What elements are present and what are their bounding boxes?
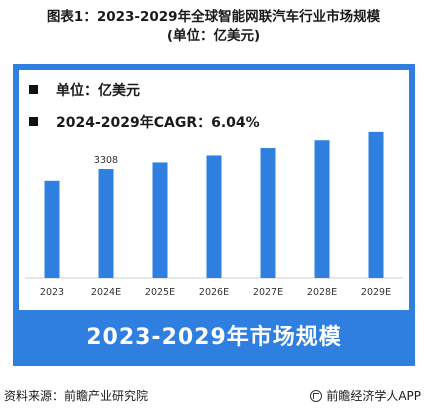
brand-credit: 前瞻经济学人APP	[310, 387, 421, 404]
x-tick-label: 2024E	[91, 287, 121, 298]
bar-2023	[44, 180, 60, 278]
legend-cagr: 2024-2029年CAGR：6.04%	[29, 112, 260, 132]
brand-logo-icon	[310, 390, 323, 402]
x-tick-label: 2026E	[199, 287, 229, 298]
bar-2028E	[314, 140, 330, 278]
bar-2029E	[368, 131, 384, 278]
bar-2027E	[260, 148, 276, 278]
chart-panel: 单位：亿美元 2024-2029年CAGR：6.04% 2023 2024E 330…	[19, 70, 409, 310]
chart-banner: 2023-2029年市场规模	[86, 325, 342, 350]
chart-title-unit: (单位：亿美元)	[166, 28, 261, 44]
x-tick-label: 2025E	[145, 287, 175, 298]
x-tick-label: 2028E	[307, 287, 337, 298]
chart-title: 图表1：2023-2029年全球智能网联汽车行业市场规模 (单位：亿美元)	[0, 8, 427, 46]
x-tick-label: 2029E	[361, 287, 391, 298]
legend-bullet-icon	[29, 85, 38, 94]
legend-bullet-icon	[29, 117, 38, 126]
x-tick-label: 2023	[40, 287, 64, 298]
bar-2025E	[152, 162, 168, 278]
x-tick-label: 2027E	[253, 287, 283, 298]
chart-title-line1: 图表1：2023-2029年全球智能网联汽车行业市场规模	[46, 9, 381, 25]
bar-2026E	[206, 155, 222, 278]
brand-credit-text: 前瞻经济学人APP	[326, 389, 421, 403]
legend-unit: 单位：亿美元	[29, 80, 140, 100]
legend-unit-text: 单位：亿美元	[56, 83, 140, 99]
data-label: 3308	[94, 155, 118, 166]
bar-chart: 2023 2024E 3308 2025E 2026E 2027E 2028E 2029E	[25, 131, 403, 298]
bar-2024E	[98, 169, 114, 278]
source-note: 资料来源：前瞻产业研究院	[4, 389, 149, 403]
legend-cagr-text: 2024-2029年CAGR：6.04%	[56, 115, 260, 131]
